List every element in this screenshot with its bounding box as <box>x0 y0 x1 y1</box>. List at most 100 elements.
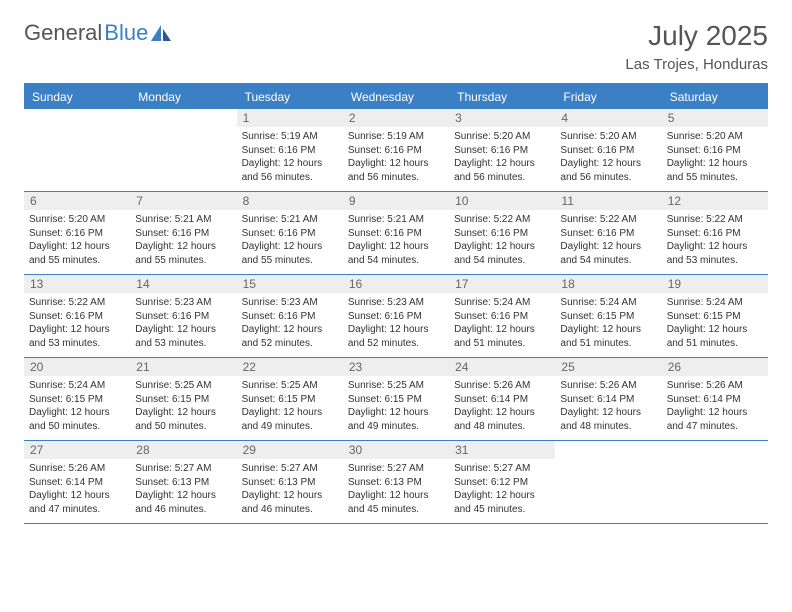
day-number: 30 <box>343 441 449 459</box>
calendar-day-cell: 24Sunrise: 5:26 AMSunset: 6:14 PMDayligh… <box>449 358 555 441</box>
calendar-day-cell: 25Sunrise: 5:26 AMSunset: 6:14 PMDayligh… <box>555 358 661 441</box>
calendar-week-row: 27Sunrise: 5:26 AMSunset: 6:14 PMDayligh… <box>24 441 768 524</box>
day-details: Sunrise: 5:27 AMSunset: 6:13 PMDaylight:… <box>130 459 236 519</box>
day-details: Sunrise: 5:21 AMSunset: 6:16 PMDaylight:… <box>130 210 236 270</box>
day-number: 2 <box>343 109 449 127</box>
day-details: Sunrise: 5:25 AMSunset: 6:15 PMDaylight:… <box>237 376 343 436</box>
calendar-day-cell: 13Sunrise: 5:22 AMSunset: 6:16 PMDayligh… <box>24 275 130 358</box>
calendar-body: ....1Sunrise: 5:19 AMSunset: 6:16 PMDayl… <box>24 109 768 524</box>
day-details: Sunrise: 5:25 AMSunset: 6:15 PMDaylight:… <box>130 376 236 436</box>
calendar-day-cell: 29Sunrise: 5:27 AMSunset: 6:13 PMDayligh… <box>237 441 343 524</box>
day-details: Sunrise: 5:20 AMSunset: 6:16 PMDaylight:… <box>555 127 661 187</box>
day-number: 18 <box>555 275 661 293</box>
day-number: 23 <box>343 358 449 376</box>
header: GeneralBlue July 2025 Las Trojes, Hondur… <box>24 20 768 73</box>
day-details: Sunrise: 5:27 AMSunset: 6:12 PMDaylight:… <box>449 459 555 519</box>
day-number: 8 <box>237 192 343 210</box>
calendar-day-cell: 8Sunrise: 5:21 AMSunset: 6:16 PMDaylight… <box>237 192 343 275</box>
day-details: Sunrise: 5:26 AMSunset: 6:14 PMDaylight:… <box>24 459 130 519</box>
day-number: 27 <box>24 441 130 459</box>
day-number: 20 <box>24 358 130 376</box>
calendar-day-cell: 1Sunrise: 5:19 AMSunset: 6:16 PMDaylight… <box>237 109 343 192</box>
day-number: 31 <box>449 441 555 459</box>
weekday-header: Monday <box>130 84 236 109</box>
calendar-day-cell: 23Sunrise: 5:25 AMSunset: 6:15 PMDayligh… <box>343 358 449 441</box>
day-details: Sunrise: 5:19 AMSunset: 6:16 PMDaylight:… <box>237 127 343 187</box>
calendar-day-cell: 7Sunrise: 5:21 AMSunset: 6:16 PMDaylight… <box>130 192 236 275</box>
weekday-header: Wednesday <box>343 84 449 109</box>
location-text: Las Trojes, Honduras <box>625 56 768 73</box>
weekday-header: Thursday <box>449 84 555 109</box>
day-details: Sunrise: 5:23 AMSunset: 6:16 PMDaylight:… <box>237 293 343 353</box>
weekday-header: Saturday <box>662 84 768 109</box>
calendar-day-cell: 21Sunrise: 5:25 AMSunset: 6:15 PMDayligh… <box>130 358 236 441</box>
day-number: 14 <box>130 275 236 293</box>
day-number: 9 <box>343 192 449 210</box>
day-details: Sunrise: 5:19 AMSunset: 6:16 PMDaylight:… <box>343 127 449 187</box>
calendar-week-row: ....1Sunrise: 5:19 AMSunset: 6:16 PMDayl… <box>24 109 768 192</box>
calendar-day-cell: 14Sunrise: 5:23 AMSunset: 6:16 PMDayligh… <box>130 275 236 358</box>
day-details: Sunrise: 5:22 AMSunset: 6:16 PMDaylight:… <box>24 293 130 353</box>
logo-sail-icon <box>151 25 173 41</box>
day-number: 6 <box>24 192 130 210</box>
calendar-day-cell: 15Sunrise: 5:23 AMSunset: 6:16 PMDayligh… <box>237 275 343 358</box>
day-number: 13 <box>24 275 130 293</box>
calendar-day-cell: .. <box>130 109 236 192</box>
day-details: Sunrise: 5:22 AMSunset: 6:16 PMDaylight:… <box>662 210 768 270</box>
day-number: 29 <box>237 441 343 459</box>
calendar-day-cell: 17Sunrise: 5:24 AMSunset: 6:16 PMDayligh… <box>449 275 555 358</box>
weekday-header: Tuesday <box>237 84 343 109</box>
calendar-day-cell: .. <box>555 441 661 524</box>
day-number: 7 <box>130 192 236 210</box>
calendar-week-row: 20Sunrise: 5:24 AMSunset: 6:15 PMDayligh… <box>24 358 768 441</box>
day-details: Sunrise: 5:26 AMSunset: 6:14 PMDaylight:… <box>662 376 768 436</box>
day-details: Sunrise: 5:20 AMSunset: 6:16 PMDaylight:… <box>449 127 555 187</box>
calendar-day-cell: 26Sunrise: 5:26 AMSunset: 6:14 PMDayligh… <box>662 358 768 441</box>
calendar-day-cell: 6Sunrise: 5:20 AMSunset: 6:16 PMDaylight… <box>24 192 130 275</box>
calendar-day-cell: 27Sunrise: 5:26 AMSunset: 6:14 PMDayligh… <box>24 441 130 524</box>
logo-text-blue: Blue <box>104 20 148 46</box>
calendar-day-cell: 31Sunrise: 5:27 AMSunset: 6:12 PMDayligh… <box>449 441 555 524</box>
day-details: Sunrise: 5:24 AMSunset: 6:15 PMDaylight:… <box>662 293 768 353</box>
day-number: 11 <box>555 192 661 210</box>
day-details: Sunrise: 5:24 AMSunset: 6:15 PMDaylight:… <box>24 376 130 436</box>
calendar-week-row: 13Sunrise: 5:22 AMSunset: 6:16 PMDayligh… <box>24 275 768 358</box>
day-details: Sunrise: 5:24 AMSunset: 6:15 PMDaylight:… <box>555 293 661 353</box>
day-details: Sunrise: 5:25 AMSunset: 6:15 PMDaylight:… <box>343 376 449 436</box>
logo: GeneralBlue <box>24 20 173 46</box>
weekday-header: Friday <box>555 84 661 109</box>
day-details: Sunrise: 5:27 AMSunset: 6:13 PMDaylight:… <box>343 459 449 519</box>
day-number: 24 <box>449 358 555 376</box>
day-details: Sunrise: 5:22 AMSunset: 6:16 PMDaylight:… <box>449 210 555 270</box>
calendar-day-cell: 9Sunrise: 5:21 AMSunset: 6:16 PMDaylight… <box>343 192 449 275</box>
day-number: 16 <box>343 275 449 293</box>
day-number: 5 <box>662 109 768 127</box>
calendar-day-cell: 18Sunrise: 5:24 AMSunset: 6:15 PMDayligh… <box>555 275 661 358</box>
day-details: Sunrise: 5:24 AMSunset: 6:16 PMDaylight:… <box>449 293 555 353</box>
day-number: 22 <box>237 358 343 376</box>
calendar-day-cell: 22Sunrise: 5:25 AMSunset: 6:15 PMDayligh… <box>237 358 343 441</box>
calendar-day-cell: 20Sunrise: 5:24 AMSunset: 6:15 PMDayligh… <box>24 358 130 441</box>
day-number: 19 <box>662 275 768 293</box>
day-details: Sunrise: 5:27 AMSunset: 6:13 PMDaylight:… <box>237 459 343 519</box>
calendar-table: SundayMondayTuesdayWednesdayThursdayFrid… <box>24 83 768 524</box>
title-block: July 2025 Las Trojes, Honduras <box>625 20 768 73</box>
day-number: 25 <box>555 358 661 376</box>
day-number: 10 <box>449 192 555 210</box>
day-details: Sunrise: 5:26 AMSunset: 6:14 PMDaylight:… <box>449 376 555 436</box>
day-details: Sunrise: 5:21 AMSunset: 6:16 PMDaylight:… <box>237 210 343 270</box>
calendar-header-row: SundayMondayTuesdayWednesdayThursdayFrid… <box>24 84 768 109</box>
calendar-day-cell: 16Sunrise: 5:23 AMSunset: 6:16 PMDayligh… <box>343 275 449 358</box>
day-number: 26 <box>662 358 768 376</box>
calendar-day-cell: 10Sunrise: 5:22 AMSunset: 6:16 PMDayligh… <box>449 192 555 275</box>
calendar-day-cell: 19Sunrise: 5:24 AMSunset: 6:15 PMDayligh… <box>662 275 768 358</box>
day-details: Sunrise: 5:23 AMSunset: 6:16 PMDaylight:… <box>130 293 236 353</box>
calendar-day-cell: 12Sunrise: 5:22 AMSunset: 6:16 PMDayligh… <box>662 192 768 275</box>
weekday-header: Sunday <box>24 84 130 109</box>
calendar-day-cell: .. <box>662 441 768 524</box>
day-number: 15 <box>237 275 343 293</box>
day-details: Sunrise: 5:23 AMSunset: 6:16 PMDaylight:… <box>343 293 449 353</box>
month-title: July 2025 <box>625 20 768 52</box>
day-details: Sunrise: 5:20 AMSunset: 6:16 PMDaylight:… <box>24 210 130 270</box>
day-number: 3 <box>449 109 555 127</box>
